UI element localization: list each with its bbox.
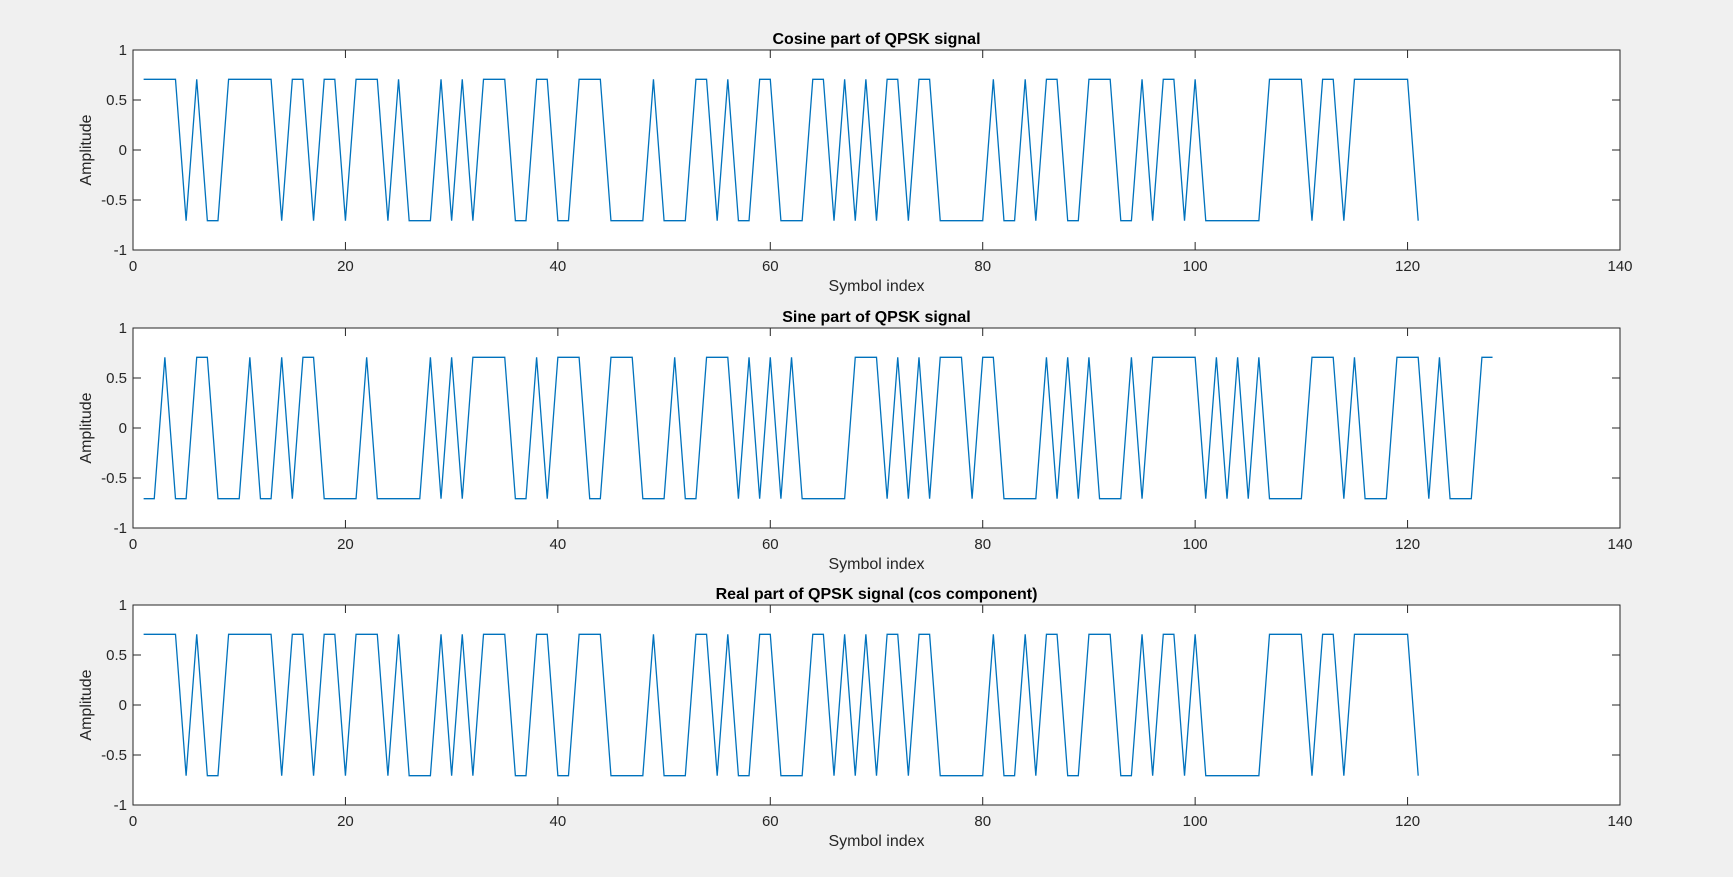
x-tick-label: 100 bbox=[1183, 258, 1208, 275]
x-tick-label: 20 bbox=[337, 813, 354, 830]
subplot-2: 0 20 40 60 80 100 120 140 -1 -0.5 0 0.5 1 Sine part o… bbox=[78, 309, 1633, 573]
chart-title: Cosine part of QPSK signal bbox=[772, 31, 980, 48]
x-tick-label: 0 bbox=[129, 536, 137, 553]
x-tick-label: 80 bbox=[974, 813, 991, 830]
x-tick-label: 40 bbox=[550, 258, 567, 275]
x-tick-label: 140 bbox=[1607, 813, 1632, 830]
x-tick-label: 0 bbox=[129, 813, 137, 830]
series-line bbox=[143, 356, 1493, 500]
y-tick-label: -0.5 bbox=[101, 470, 127, 487]
x-tick-label: 100 bbox=[1183, 536, 1208, 553]
y-tick-label: 0 bbox=[119, 420, 127, 437]
x-tick-label: 40 bbox=[550, 813, 567, 830]
y-axis-label: Amplitude bbox=[78, 114, 95, 185]
x-tick-label: 20 bbox=[337, 258, 354, 275]
y-tick-label: -0.5 bbox=[101, 192, 127, 209]
y-tick-label: 0 bbox=[119, 142, 127, 159]
x-tick-label: 60 bbox=[762, 258, 779, 275]
x-tick-label: 140 bbox=[1607, 258, 1632, 275]
y-tick-label: -0.5 bbox=[101, 747, 127, 764]
x-tick-label: 140 bbox=[1607, 536, 1632, 553]
y-tick-label: 0.5 bbox=[106, 647, 127, 664]
y-tick-label: 0.5 bbox=[106, 92, 127, 109]
y-tick-label: -1 bbox=[114, 520, 127, 537]
x-axis-label: Symbol index bbox=[828, 556, 924, 573]
subplot-3: 0 20 40 60 80 100 120 140 -1 -0.5 0 0.5 1 Real part o… bbox=[78, 586, 1633, 850]
y-tick-label: -1 bbox=[114, 242, 127, 259]
series-line bbox=[143, 78, 1419, 222]
y-tick-label: 0.5 bbox=[106, 370, 127, 387]
subplot-1: 0 20 40 60 80 100 120 140 -1 -0.5 0 0.5 1 Cosine part… bbox=[78, 31, 1633, 295]
y-axis-label: Amplitude bbox=[78, 392, 95, 463]
x-tick-label: 20 bbox=[337, 536, 354, 553]
y-axis-label: Amplitude bbox=[78, 669, 95, 740]
x-tick-label: 100 bbox=[1183, 813, 1208, 830]
x-tick-label: 0 bbox=[129, 258, 137, 275]
series-line bbox=[143, 633, 1419, 777]
x-tick-label: 80 bbox=[974, 536, 991, 553]
x-tick-label: 80 bbox=[974, 258, 991, 275]
x-tick-label: 60 bbox=[762, 536, 779, 553]
chart-title: Real part of QPSK signal (cos component) bbox=[716, 586, 1038, 603]
x-tick-label: 120 bbox=[1395, 536, 1420, 553]
y-tick-label: 1 bbox=[119, 597, 127, 614]
x-tick-label: 40 bbox=[550, 536, 567, 553]
y-tick-label: 1 bbox=[119, 320, 127, 337]
y-tick-label: 0 bbox=[119, 697, 127, 714]
x-tick-label: 120 bbox=[1395, 813, 1420, 830]
x-axis-label: Symbol index bbox=[828, 278, 924, 295]
x-tick-label: 120 bbox=[1395, 258, 1420, 275]
chart-title: Sine part of QPSK signal bbox=[782, 309, 970, 326]
x-axis-label: Symbol index bbox=[828, 833, 924, 850]
y-tick-label: -1 bbox=[114, 797, 127, 814]
y-tick-label: 1 bbox=[119, 42, 127, 59]
x-tick-label: 60 bbox=[762, 813, 779, 830]
